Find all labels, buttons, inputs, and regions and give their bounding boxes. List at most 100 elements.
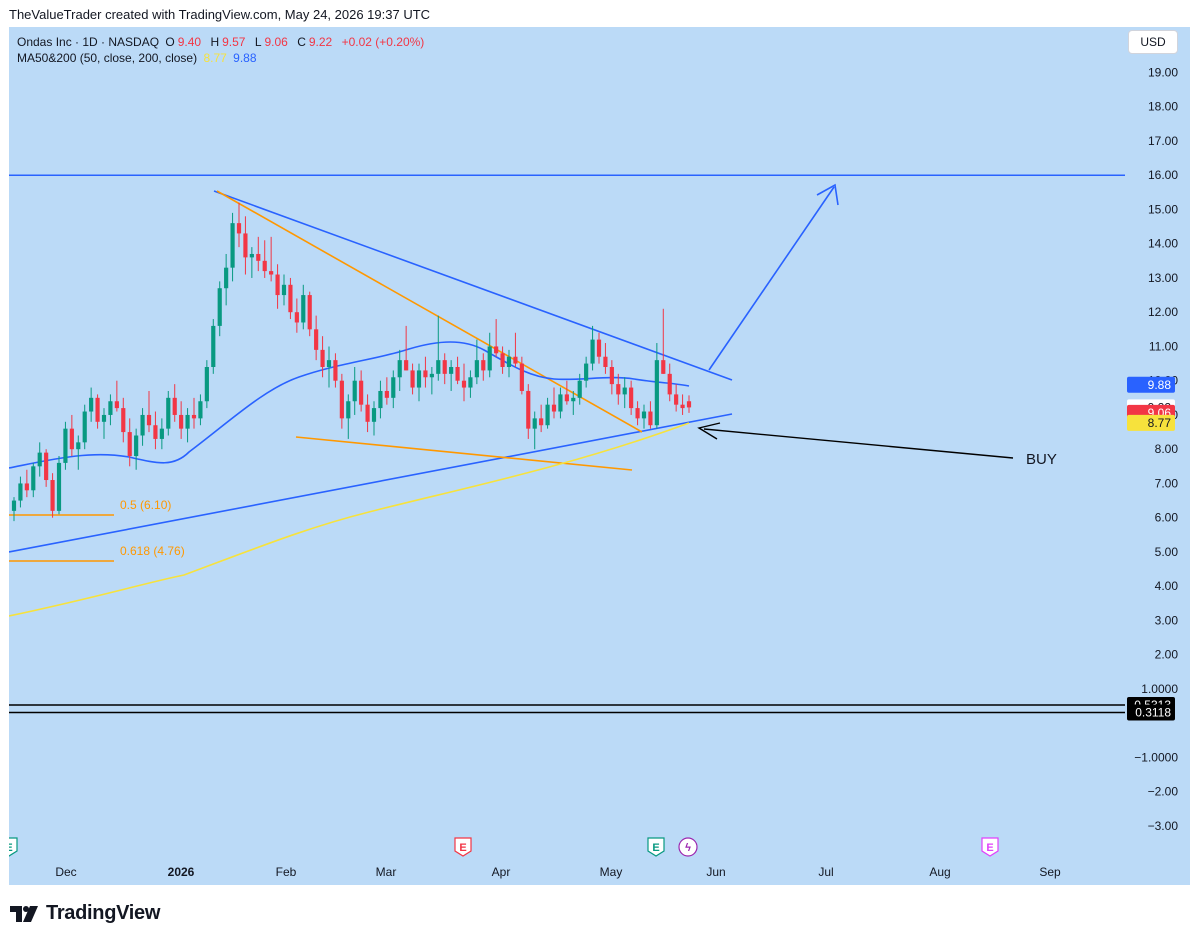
event-marker-label: E (652, 842, 659, 854)
candle-body (153, 425, 158, 439)
candle-body (262, 260, 267, 272)
price-tag-label: 8.77 (1148, 416, 1172, 430)
candle-body (11, 500, 17, 511)
drawings-layer (9, 183, 839, 562)
candle-body (172, 397, 177, 415)
earnings-marker (981, 837, 999, 857)
price-axis-label: 8.00 (1155, 442, 1179, 456)
time-axis-label: Jun (706, 865, 725, 879)
time-axis-label: Sep (1039, 865, 1061, 879)
candle-body (140, 414, 145, 436)
price-axis-label: 19.00 (1148, 65, 1178, 79)
candle-body (629, 387, 634, 409)
price-axis-label: 12.00 (1148, 305, 1178, 319)
candle-body (44, 452, 49, 481)
candle-body (391, 377, 396, 398)
candle-body (243, 233, 248, 258)
earnings-marker (647, 837, 665, 857)
candles-layer (11, 202, 692, 522)
candle-body (622, 387, 627, 395)
candle-body (532, 418, 537, 429)
price-axis-label: 18.00 (1148, 100, 1178, 114)
candle-body (674, 394, 679, 405)
price-chart[interactable]: 0.5 (6.10) 0.618 (4.76) BUY 19.00 18.00 17.0… (9, 27, 1190, 885)
candle-body (667, 373, 672, 395)
candle-body (114, 401, 119, 409)
candle-body (635, 408, 640, 419)
candle-body (468, 377, 473, 388)
candle-body (545, 404, 550, 426)
candle-body (641, 411, 647, 419)
target-arrow-head (816, 183, 839, 206)
lower-trendline (9, 413, 733, 553)
price-tag (1127, 414, 1175, 431)
annotations-layer: 0.5 (6.10) 0.618 (4.76) BUY (120, 422, 1057, 558)
candle-body (461, 380, 467, 388)
low-label: L 9.06 (254, 35, 288, 49)
candle-body (436, 360, 441, 374)
candle-body (314, 329, 319, 350)
candle-body (384, 390, 389, 398)
chart-area[interactable]: 0.5 (6.10) 0.618 (4.76) BUY 19.00 18.00 17.0… (9, 27, 1190, 885)
candle-body (256, 253, 261, 261)
candle-body (275, 274, 280, 296)
symbol-title[interactable]: Ondas Inc · 1D · NASDAQ (17, 35, 160, 49)
candle-body (346, 401, 351, 419)
candle-body (320, 349, 325, 367)
ma-legend-row[interactable]: MA50&200 (50, close, 200, close) 8.77 9.… (17, 50, 427, 66)
candle-body (134, 435, 139, 457)
candle-body (89, 397, 94, 412)
time-axis-label: Jul (818, 865, 833, 879)
tradingview-wordmark: TradingView (46, 902, 161, 924)
candle-body (326, 360, 332, 367)
open-value: 9.40 (177, 35, 202, 49)
candle-body (449, 367, 454, 374)
candle-body (609, 367, 614, 385)
price-tag (1127, 376, 1175, 393)
candle-body (159, 428, 164, 439)
candle-body (185, 414, 190, 429)
candle-body (474, 360, 479, 378)
fib-05-label: 0.5 (6.10) (120, 498, 171, 512)
low-value: 9.06 (264, 35, 288, 49)
tradingview-logo-icon (10, 905, 38, 922)
symbol-legend-row[interactable]: Ondas Inc · 1D · NASDAQ O 9.40 H 9.57 L 9.0… (17, 34, 427, 50)
candle-body (596, 339, 602, 357)
ma-indicator-label[interactable]: MA50&200 (50, close, 200, close) (17, 51, 198, 65)
candle-body (217, 288, 222, 326)
candle-body (429, 373, 434, 378)
candle-body (616, 384, 621, 395)
candle-body (359, 380, 364, 405)
currency-button[interactable]: USD (1128, 30, 1178, 54)
earnings-marker (9, 837, 18, 857)
horizontal-lines-layer (9, 174, 1125, 714)
candle-body (584, 363, 589, 381)
candle-body (269, 271, 274, 275)
event-marker-label: E (9, 842, 13, 854)
candle-body (82, 411, 87, 443)
buy-arrow-shaft (703, 428, 1014, 459)
candle-body (166, 397, 171, 429)
price-axis-label: 3.00 (1155, 613, 1179, 627)
close-value: 9.22 (308, 35, 333, 49)
candle-body (494, 346, 499, 354)
open-label: O 9.40 (165, 35, 202, 49)
candle-body (281, 284, 287, 296)
ma50-line (9, 341, 690, 469)
candle-body (558, 394, 563, 412)
price-axis-label: 11.00 (1149, 339, 1178, 353)
candle-body (146, 414, 152, 426)
time-axis: Dec 2026 Feb Mar Apr May Jun Jul Aug Sep (55, 865, 1061, 879)
candle-body (95, 397, 100, 422)
candle-body (301, 295, 306, 323)
candle-body (18, 483, 23, 501)
candle-body (224, 267, 229, 289)
candle-body (539, 418, 544, 426)
price-axis-label: 16.00 (1148, 168, 1178, 182)
candle-body (198, 401, 203, 419)
price-axis: 19.00 18.00 17.00 16.00 15.00 14.00 13.00 12.00… (1127, 65, 1178, 833)
candle-body (288, 284, 293, 313)
candle-body (76, 442, 81, 450)
candle-body (513, 356, 518, 364)
target-arrow-shaft (708, 186, 835, 371)
